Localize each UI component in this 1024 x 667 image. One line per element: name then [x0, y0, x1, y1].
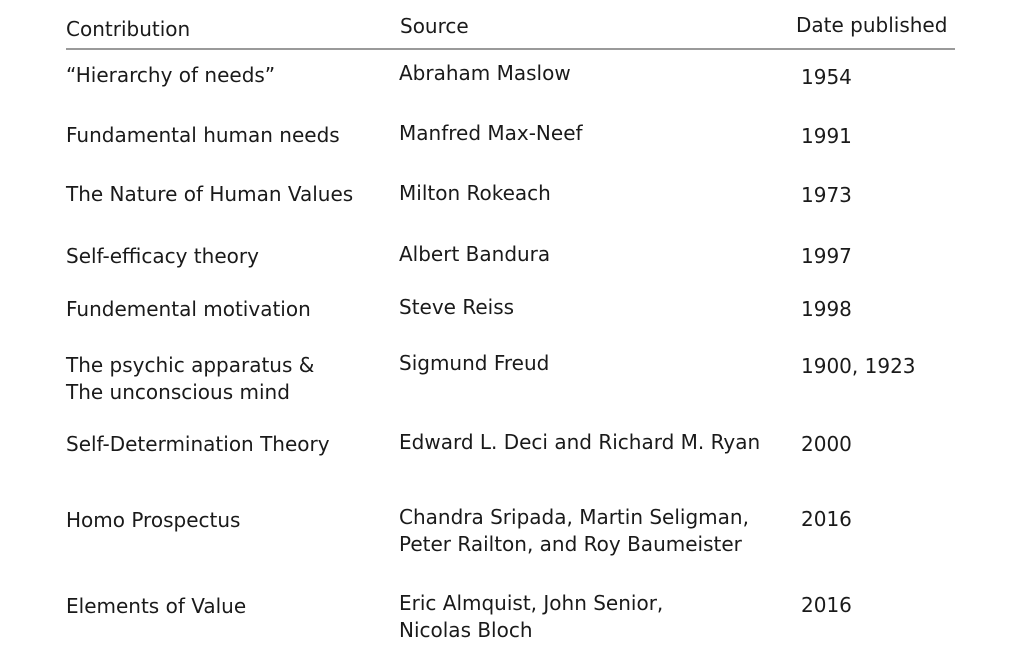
- cell-source-line: Manfred Max-Neef: [399, 121, 583, 145]
- cell-source: Manfred Max-Neef: [399, 120, 583, 147]
- cell-date-published: 2016: [801, 507, 852, 531]
- cell-contribution-line: The psychic apparatus &: [66, 353, 315, 377]
- cell-source-line: Eric Almquist, John Senior,: [399, 591, 664, 615]
- cell-source: Albert Bandura: [399, 241, 550, 268]
- cell-source-line: Chandra Sripada, Martin Seligman,: [399, 505, 749, 529]
- cell-source-line: Nicolas Bloch: [399, 618, 533, 642]
- cell-contribution: “Hierarchy of needs”: [66, 62, 275, 89]
- header-source: Source: [400, 14, 469, 38]
- cell-date-published: 2000: [801, 432, 852, 456]
- cell-source-line: Sigmund Freud: [399, 351, 550, 375]
- cell-source-line: Steve Reiss: [399, 295, 515, 319]
- cell-source: Steve Reiss: [399, 294, 514, 321]
- cell-date-published: 2016: [801, 593, 852, 617]
- cell-source: Edward L. Deci and Richard M. Ryan: [399, 429, 760, 456]
- cell-source-line: Edward L. Deci and Richard M. Ryan: [399, 430, 761, 454]
- cell-source-line: Albert Bandura: [399, 242, 551, 266]
- cell-date-published: 1997: [801, 244, 852, 268]
- cell-source-line: Peter Railton, and Roy Baumeister: [399, 532, 742, 556]
- cell-source: Abraham Maslow: [399, 60, 571, 87]
- cell-source-line: Abraham Maslow: [399, 61, 571, 85]
- cell-source-line: Milton Rokeach: [399, 181, 551, 205]
- cell-contribution-line: “Hierarchy of needs”: [66, 63, 276, 87]
- cell-contribution-line: Homo Prospectus: [66, 508, 241, 532]
- cell-date-published: 1973: [801, 183, 852, 207]
- cell-date-published: 1954: [801, 65, 852, 89]
- cell-source: Chandra Sripada, Martin Seligman, Peter R…: [399, 504, 749, 558]
- cell-contribution: Elements of Value: [66, 593, 246, 620]
- cell-source: Milton Rokeach: [399, 180, 551, 207]
- cell-date-published: 1998: [801, 297, 852, 321]
- cell-contribution: The Nature of Human Values: [66, 181, 353, 208]
- cell-contribution-line: The unconscious mind: [66, 380, 290, 404]
- header-date-published: Date published: [796, 13, 948, 37]
- cell-date-published: 1991: [801, 124, 852, 148]
- cell-contribution-line: Fundemental motivation: [66, 297, 311, 321]
- header-contribution: Contribution: [66, 17, 191, 41]
- cell-contribution-line: Elements of Value: [66, 594, 247, 618]
- cell-contribution-line: The Nature of Human Values: [66, 182, 354, 206]
- cell-contribution-line: Self-Determination Theory: [66, 432, 330, 456]
- cell-source: Eric Almquist, John Senior, Nicolas Bloch: [399, 590, 663, 644]
- cell-contribution: Self-Determination Theory: [66, 431, 330, 458]
- table-header: Contribution Source Date published: [66, 0, 955, 50]
- cell-contribution: Self-efficacy theory: [66, 243, 259, 270]
- cell-contribution: The psychic apparatus & The unconscious m…: [66, 352, 314, 406]
- cell-contribution: Homo Prospectus: [66, 507, 240, 534]
- cell-contribution: Fundemental motivation: [66, 296, 311, 323]
- cell-contribution: Fundamental human needs: [66, 122, 340, 149]
- cell-contribution-line: Self-efficacy theory: [66, 244, 259, 268]
- cell-date-published: 1900, 1923: [801, 354, 916, 378]
- cell-source: Sigmund Freud: [399, 350, 549, 377]
- cell-contribution-line: Fundamental human needs: [66, 123, 340, 147]
